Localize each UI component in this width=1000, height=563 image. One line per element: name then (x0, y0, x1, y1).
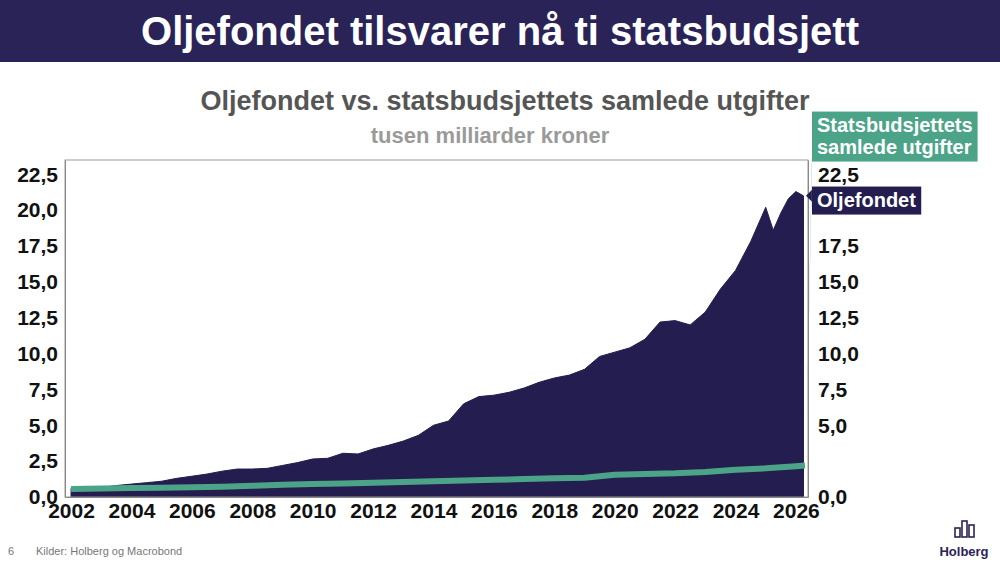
subtitle: Oljefondet vs. statsbudsjettets samlede … (200, 86, 810, 116)
tick: 10,0 (808, 342, 859, 365)
tick-label: 2014 (411, 499, 458, 522)
legend: Oljefondet Statsbudsjettetssamlede utgift… (806, 112, 978, 466)
tick: 7,5 (29, 378, 65, 401)
tick-label: 20,0 (17, 198, 58, 221)
tick: 2014 (411, 497, 458, 522)
tick: 12,5 (17, 306, 65, 329)
tick: 17,5 (808, 234, 859, 257)
tick-label: 2,5 (29, 449, 59, 472)
tick: 12,5 (808, 306, 859, 329)
tick: 0,0 (29, 485, 65, 508)
tick: 2026 (773, 497, 820, 522)
logo: Holberg (939, 521, 988, 559)
line-series (71, 465, 805, 489)
tick-label: 12,5 (17, 306, 58, 329)
tick: 2018 (531, 497, 578, 522)
tick: 22,5 (808, 163, 859, 186)
tick-label: 2026 (773, 499, 820, 522)
x-axis: 2002200420062008201020122014201620182020… (48, 497, 820, 522)
tick: 2010 (290, 497, 337, 522)
legend-pointer (806, 154, 812, 466)
tick-label: 2008 (229, 499, 276, 522)
tick-label: 7,5 (818, 378, 848, 401)
tick: 22,5 (17, 163, 65, 186)
tick-label: 17,5 (17, 234, 58, 257)
chart-container: Oljefondet tilsvarer nå ti statsbudsjett… (0, 0, 1000, 563)
logo-bar (955, 528, 960, 537)
tick-label: 2018 (531, 499, 578, 522)
tick: 15,0 (17, 270, 65, 293)
tick-label: 2022 (652, 499, 699, 522)
legend-label: Oljefondet (817, 189, 916, 211)
tick-label: 15,0 (17, 270, 58, 293)
tick: 15,0 (808, 270, 859, 293)
legend-box (812, 112, 978, 162)
tick-label: 22,5 (818, 163, 859, 186)
tick: 2004 (109, 497, 156, 522)
legend-label: Statsbudsjettetssamlede utgifter (817, 114, 973, 158)
tick: 10,0 (17, 342, 65, 365)
unit-label: tusen milliarder kroner (371, 123, 610, 148)
tick-label: 2010 (290, 499, 337, 522)
tick: 17,5 (17, 234, 65, 257)
legend-item: Oljefondet (806, 187, 921, 215)
tick-label: 2004 (109, 499, 156, 522)
tick-label: 15,0 (818, 270, 859, 293)
tick-label: 2016 (471, 499, 518, 522)
plot-frame (65, 160, 808, 497)
tick-label: 10,0 (17, 342, 58, 365)
plot-background (65, 160, 808, 497)
axis-line (66, 497, 809, 498)
title: Oljefondet tilsvarer nå ti statsbudsjett (141, 9, 859, 53)
logo-text: Holberg (939, 544, 988, 559)
tick-label: 5,0 (29, 414, 58, 437)
logo-bar (969, 525, 974, 537)
tick: 20,0 (17, 198, 65, 221)
tick-label: 0,0 (29, 485, 58, 508)
page-number: 6 (8, 545, 14, 557)
tick: 2006 (169, 497, 216, 522)
y-axis: 0,0 2,5 5,0 7,5 10,0 12,5 15,0 17,5 20,0 22,5 (17, 161, 65, 509)
tick: 5,0 (29, 414, 65, 437)
tick-label: 12,5 (818, 306, 859, 329)
tick: 2012 (350, 497, 397, 522)
tick-label: 0,0 (818, 485, 847, 508)
chart-svg: Oljefondet tilsvarer nå ti statsbudsjett… (0, 0, 1000, 563)
legend-label-line: Oljefondet (817, 189, 916, 211)
legend-label-line: Statsbudsjettets (817, 114, 973, 136)
header-bar (0, 0, 1000, 62)
tick-label: 10,0 (818, 342, 859, 365)
axis-line (65, 161, 66, 498)
tick-label: 17,5 (818, 234, 859, 257)
tick: 0,0 (808, 485, 847, 508)
tick-label: 5,0 (818, 414, 847, 437)
tick: 2024 (713, 497, 760, 522)
tick: 2,5 (29, 449, 65, 472)
tick-label: 7,5 (29, 378, 59, 401)
legend-item: Statsbudsjettetssamlede utgifter (806, 112, 978, 466)
tick-label: 2020 (592, 499, 639, 522)
tick: 2022 (652, 497, 699, 522)
plot-area (71, 192, 805, 497)
area-series (71, 192, 803, 497)
legend-pointer (806, 190, 812, 202)
tick: 5,0 (808, 414, 847, 437)
tick-label: 2024 (713, 499, 760, 522)
axis-line (808, 161, 809, 498)
legend-box (812, 187, 921, 215)
logo-bar (962, 521, 967, 537)
source: Kilder: Holberg og Macrobond (36, 545, 182, 557)
tick-label: 22,5 (17, 163, 58, 186)
tick: 2020 (592, 497, 639, 522)
tick: 2008 (229, 497, 276, 522)
legend-label-line: samlede utgifter (817, 136, 972, 158)
tick-label: 2012 (350, 499, 397, 522)
tick-label: 2006 (169, 499, 216, 522)
tick: 7,5 (808, 378, 848, 401)
tick: 2016 (471, 497, 518, 522)
